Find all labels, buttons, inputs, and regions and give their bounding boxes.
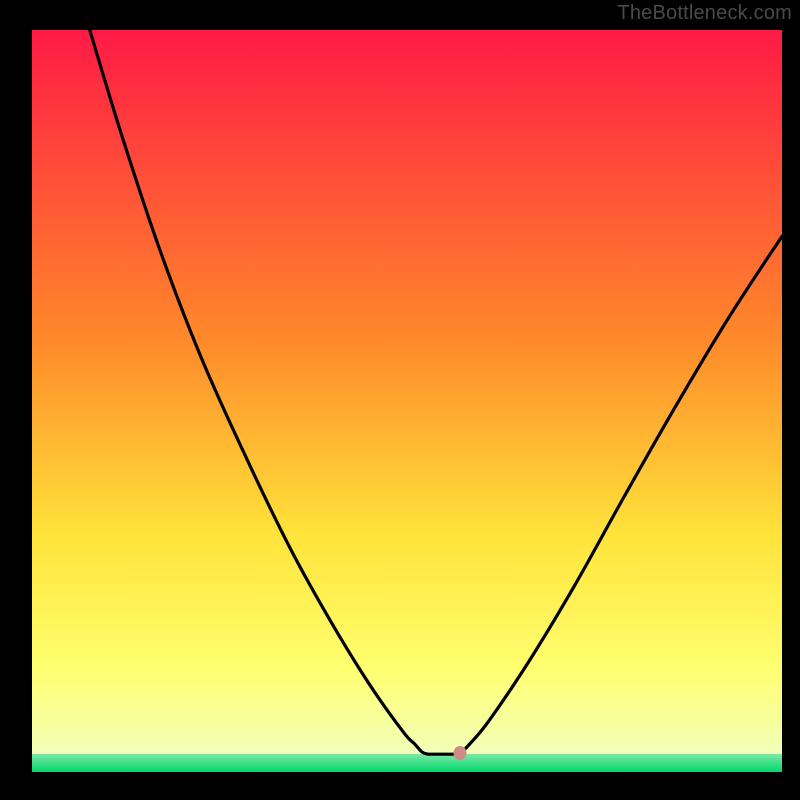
curve-path [90,30,782,754]
bottleneck-curve [32,30,782,772]
optimal-marker [454,746,467,760]
plot-area [32,30,782,772]
watermark-text: TheBottleneck.com [617,2,792,25]
